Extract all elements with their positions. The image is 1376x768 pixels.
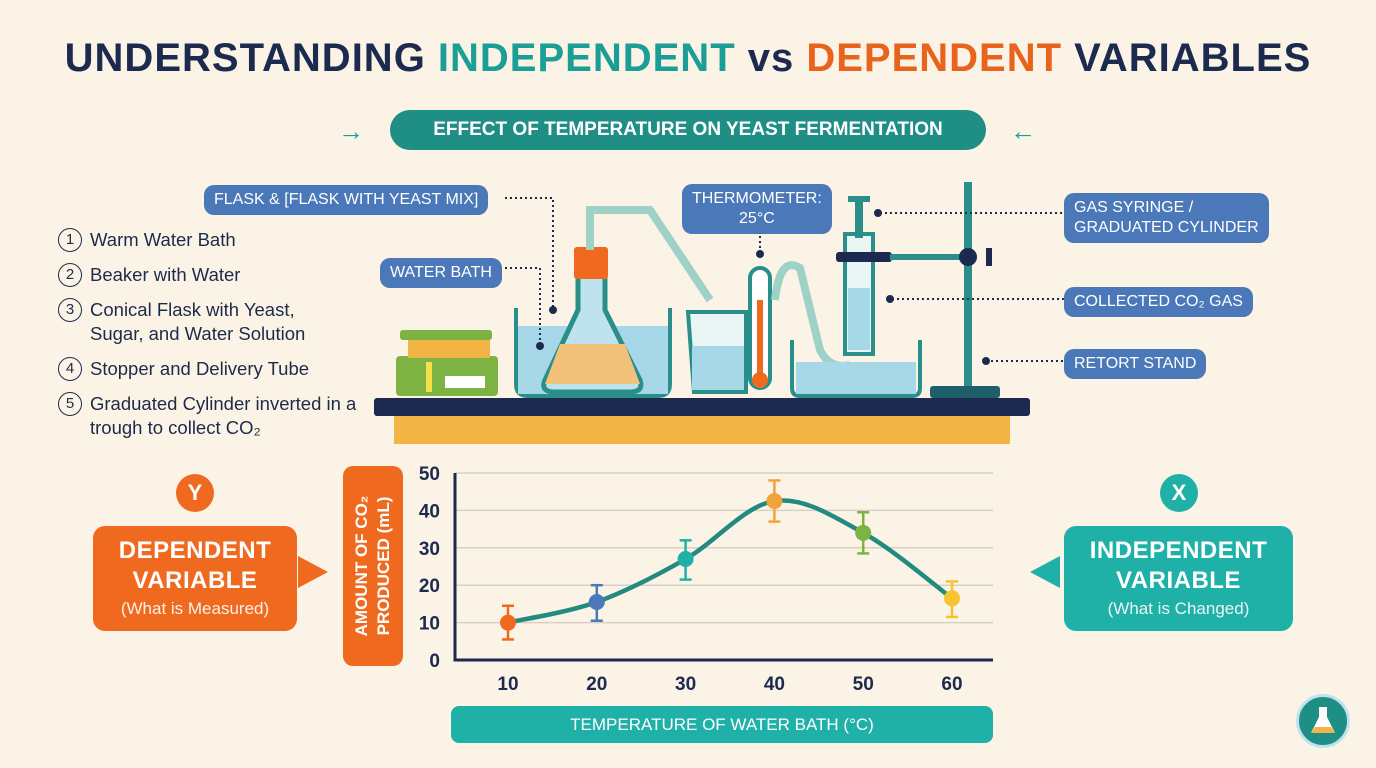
x-tick-label: 10 [497, 674, 518, 695]
data-point [855, 524, 872, 541]
step-text: Conical Flask with Yeast, Sugar, and Wat… [90, 299, 306, 344]
title-dependent: DEPENDENT [806, 36, 1063, 80]
retort-stand-icon [836, 182, 1000, 398]
step-item: 2 Beaker with Water [58, 263, 358, 287]
label-thermometer-line1: THERMOMETER: [692, 190, 822, 207]
y-tick-label: 20 [419, 576, 440, 597]
y-badge: Y [176, 474, 214, 512]
conical-flask-icon [541, 247, 644, 395]
label-retort-stand: RETORT STAND [1064, 349, 1207, 379]
arrow-left-icon [1030, 556, 1060, 588]
dependent-desc: (What is Measured) [120, 599, 270, 618]
x-tick-label: 40 [764, 674, 785, 695]
thermometer-icon [748, 266, 772, 390]
label-thermometer: THERMOMETER: 25°C [682, 184, 832, 234]
series-line [507, 498, 954, 625]
data-point [944, 590, 960, 607]
step-text: Graduated Cylinder inverted in a trough … [90, 393, 357, 438]
step-number: 5 [58, 392, 82, 416]
label-water-bath: WATER BATH [380, 258, 502, 288]
dependent-title-line2: VARIABLE [132, 567, 258, 594]
dependent-title-line1: DEPENDENT [118, 537, 272, 564]
independent-variable-box: INDEPENDENT VARIABLE (What is Changed) [1064, 526, 1293, 631]
step-number: 3 [58, 298, 82, 322]
independent-title-line1: INDEPENDENT [1089, 537, 1268, 564]
bench-top [374, 398, 1030, 416]
page-title: UNDERSTANDING INDEPENDENT vs DEPENDENT V… [0, 36, 1376, 81]
y-tick-label: 10 [419, 614, 440, 635]
arrow-right-icon [298, 556, 328, 588]
x-badge: X [1160, 474, 1198, 512]
beaker-icon [685, 310, 748, 394]
label-collected-gas: COLLECTED CO₂ GAS [1064, 287, 1253, 317]
trough-icon [790, 340, 922, 398]
label-flask: FLASK & [FLASK WITH YEAST MIX] [204, 185, 489, 215]
step-item: 5 Graduated Cylinder inverted in a trough… [58, 392, 358, 440]
label-gas-syringe: GAS SYRINGE / GRADUATED CYLINDER [1064, 193, 1269, 243]
step-number: 4 [58, 357, 82, 381]
bench-base [394, 414, 1010, 444]
title-independent: INDEPENDENT [437, 36, 736, 80]
x-tick-label: 30 [675, 674, 696, 695]
step-number: 1 [58, 228, 82, 252]
x-tick-label: 60 [941, 674, 962, 695]
label-gas-syringe-line2: GRADUATED CYLINDER [1074, 219, 1259, 236]
data-point [677, 551, 694, 568]
y-tick-label: 30 [419, 539, 440, 560]
independent-title-line2: VARIABLE [1116, 567, 1241, 594]
flask-logo-icon [1296, 694, 1350, 748]
arrow-right-icon: → [338, 116, 364, 146]
y-tick-label: 40 [419, 501, 440, 522]
dependent-variable-box: DEPENDENT VARIABLE (What is Measured) [93, 526, 297, 631]
title-vs: vs [735, 36, 807, 80]
y-axis-label: AMOUNT OF CO₂ PRODUCED (mL) [343, 466, 403, 666]
x-tick-label: 50 [853, 674, 874, 695]
axes [453, 473, 993, 662]
label-thermometer-line2: 25°C [739, 210, 775, 227]
step-text: Warm Water Bath [90, 229, 236, 250]
label-gas-syringe-line1: GAS SYRINGE / [1074, 199, 1194, 216]
data-point [588, 594, 605, 611]
data-point [766, 493, 783, 510]
title-variables: VARIABLES [1062, 36, 1312, 80]
delivery-tube [586, 206, 714, 303]
leader-lines [505, 197, 1064, 362]
title-text: UNDERSTANDING [64, 36, 438, 80]
step-text: Stopper and Delivery Tube [90, 358, 310, 379]
step-number: 2 [58, 263, 82, 287]
y-tick-label: 0 [429, 651, 440, 672]
subtitle-banner: EFFECT OF TEMPERATURE ON YEAST FERMENTAT… [390, 110, 986, 150]
x-tick-label: 20 [586, 674, 607, 695]
step-text: Beaker with Water [90, 264, 241, 285]
y-tick-label: 50 [419, 464, 440, 485]
x-axis-label: TEMPERATURE OF WATER BATH (°C) [451, 706, 993, 743]
books-icon [396, 330, 498, 396]
lab-apparatus-illustration [374, 182, 1064, 444]
arrow-left-icon: ← [1010, 116, 1036, 146]
step-item: 4 Stopper and Delivery Tube [58, 357, 358, 381]
steps-list: 1 Warm Water Bath 2 Beaker with Water 3 Con… [58, 228, 358, 451]
step-item: 3 Conical Flask with Yeast, Sugar, and Wa… [58, 298, 338, 346]
step-item: 1 Warm Water Bath [58, 228, 358, 252]
independent-desc: (What is Changed) [1107, 599, 1250, 618]
data-point [500, 614, 516, 631]
